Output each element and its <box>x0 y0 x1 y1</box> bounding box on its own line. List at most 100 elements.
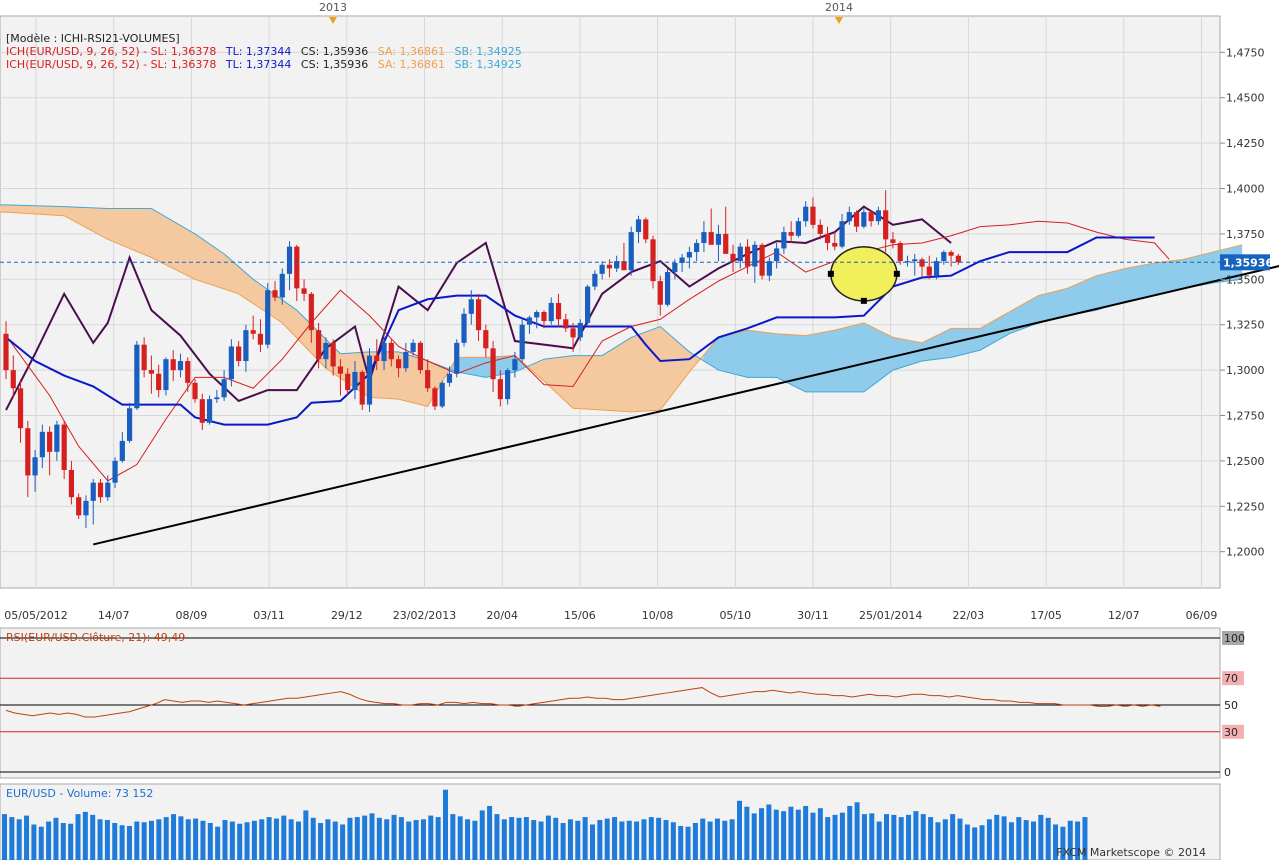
volume-bar <box>781 811 787 860</box>
volume-bar <box>501 819 507 860</box>
volume-bar <box>24 815 30 860</box>
year-marker-2013: 2013 <box>319 1 347 14</box>
candle-body <box>490 348 496 380</box>
candle-body <box>941 252 947 262</box>
candle-body <box>301 288 307 294</box>
kumo-segment <box>783 333 792 386</box>
kumo-segment <box>1110 269 1119 307</box>
kumo-segment <box>659 325 668 411</box>
candle-body <box>265 290 271 345</box>
kumo-segment <box>732 331 741 376</box>
legend-line-2-sb: SB: 1,34925 <box>455 58 522 71</box>
candle-body <box>752 244 758 267</box>
volume-bar <box>104 820 110 860</box>
rsi-line <box>5 687 1161 718</box>
volume-bar <box>1053 824 1059 860</box>
rsi-axis: 100 70 50 30 0 <box>1222 631 1245 779</box>
rsi-tick-label: 70 <box>1224 672 1238 685</box>
kumo-segment <box>92 207 101 236</box>
candle-body <box>519 324 525 360</box>
kumo-segment <box>165 216 174 269</box>
candle-body <box>323 342 329 360</box>
rsi-line-layer <box>5 687 1161 718</box>
candle-body <box>599 264 605 274</box>
candle-body <box>148 370 154 374</box>
volume-bar <box>1016 817 1022 860</box>
price-plot-area <box>0 15 1221 589</box>
volume-bar <box>626 820 632 860</box>
candle-body <box>47 431 53 452</box>
price-panel: 1,2000 1,2250 1,2500 1,2750 1,3000 1,3250 1,35… <box>0 15 1279 622</box>
volume-bar <box>38 826 44 860</box>
candle-body <box>883 210 889 240</box>
volume-bar <box>97 819 103 860</box>
volume-bar <box>171 814 177 860</box>
date-tick-label: 14/07 <box>98 609 130 622</box>
volume-bar <box>920 814 926 860</box>
kumo-segment <box>100 207 109 240</box>
legend-line-1-sb: SB: 1,34925 <box>455 45 522 58</box>
candle-body <box>243 330 249 362</box>
volume-bar <box>913 811 919 860</box>
volume-bar <box>810 812 816 860</box>
kumo-segment <box>645 328 654 412</box>
volume-bar <box>839 812 845 860</box>
candle-body <box>468 299 474 314</box>
candle-body <box>577 322 583 338</box>
volume-bar <box>126 825 132 860</box>
kumo-segment <box>143 208 152 258</box>
volume-bar <box>575 820 581 860</box>
candle-body <box>672 262 678 273</box>
volume-bar <box>670 822 676 860</box>
candle-body <box>417 342 423 371</box>
candle-body <box>614 261 620 269</box>
kumo-segment <box>1190 255 1199 288</box>
volume-bar <box>957 818 963 860</box>
candle-body <box>17 388 24 429</box>
volume-bar <box>200 820 206 860</box>
volume-bar <box>494 814 500 860</box>
volume-bar <box>215 826 221 860</box>
candle-body <box>192 382 198 400</box>
volume-bar <box>163 817 169 860</box>
legend-line-1-cs: CS: 1,35936 <box>301 45 368 58</box>
candle-body <box>606 264 613 269</box>
volume-bar <box>1060 826 1066 860</box>
volume-bar <box>428 815 434 860</box>
copyright-text: FXCM Marketscope © 2014 <box>1056 846 1206 859</box>
volume-bar <box>185 819 191 860</box>
volume-bar <box>457 816 463 860</box>
kumo-segment <box>594 355 603 411</box>
candle-body <box>643 219 649 240</box>
volume-bar <box>884 814 889 860</box>
candle-body <box>512 359 518 371</box>
volume-bar <box>604 818 610 860</box>
volume-bar <box>347 817 353 860</box>
volume-bar <box>979 825 985 860</box>
volume-bar <box>450 814 456 860</box>
candle-body <box>359 371 365 405</box>
kumo-segment <box>136 208 145 255</box>
kumo-segment <box>819 331 828 393</box>
candle-body <box>795 221 802 236</box>
kumo-segment <box>1197 253 1206 287</box>
candle-body <box>345 373 351 391</box>
kumo-segment <box>20 204 29 214</box>
kumo-segment <box>1103 271 1112 309</box>
volume-bar <box>972 827 978 860</box>
kumo-segment <box>572 355 581 410</box>
candle-body <box>955 255 961 263</box>
rsi-plot-area <box>0 627 1221 779</box>
volume-bar <box>325 819 331 860</box>
volume-bar <box>803 805 809 860</box>
volume-bar <box>75 814 81 860</box>
kumo-segment <box>172 220 181 273</box>
kumo-segment <box>122 208 130 249</box>
kumo-segment <box>849 324 857 393</box>
volume-bar <box>46 821 52 860</box>
candle-body <box>912 259 918 262</box>
kumo-segment <box>863 322 872 393</box>
date-tick-label: 20/04 <box>486 609 518 622</box>
kumo-segment <box>914 341 923 364</box>
candle-body <box>403 351 409 369</box>
